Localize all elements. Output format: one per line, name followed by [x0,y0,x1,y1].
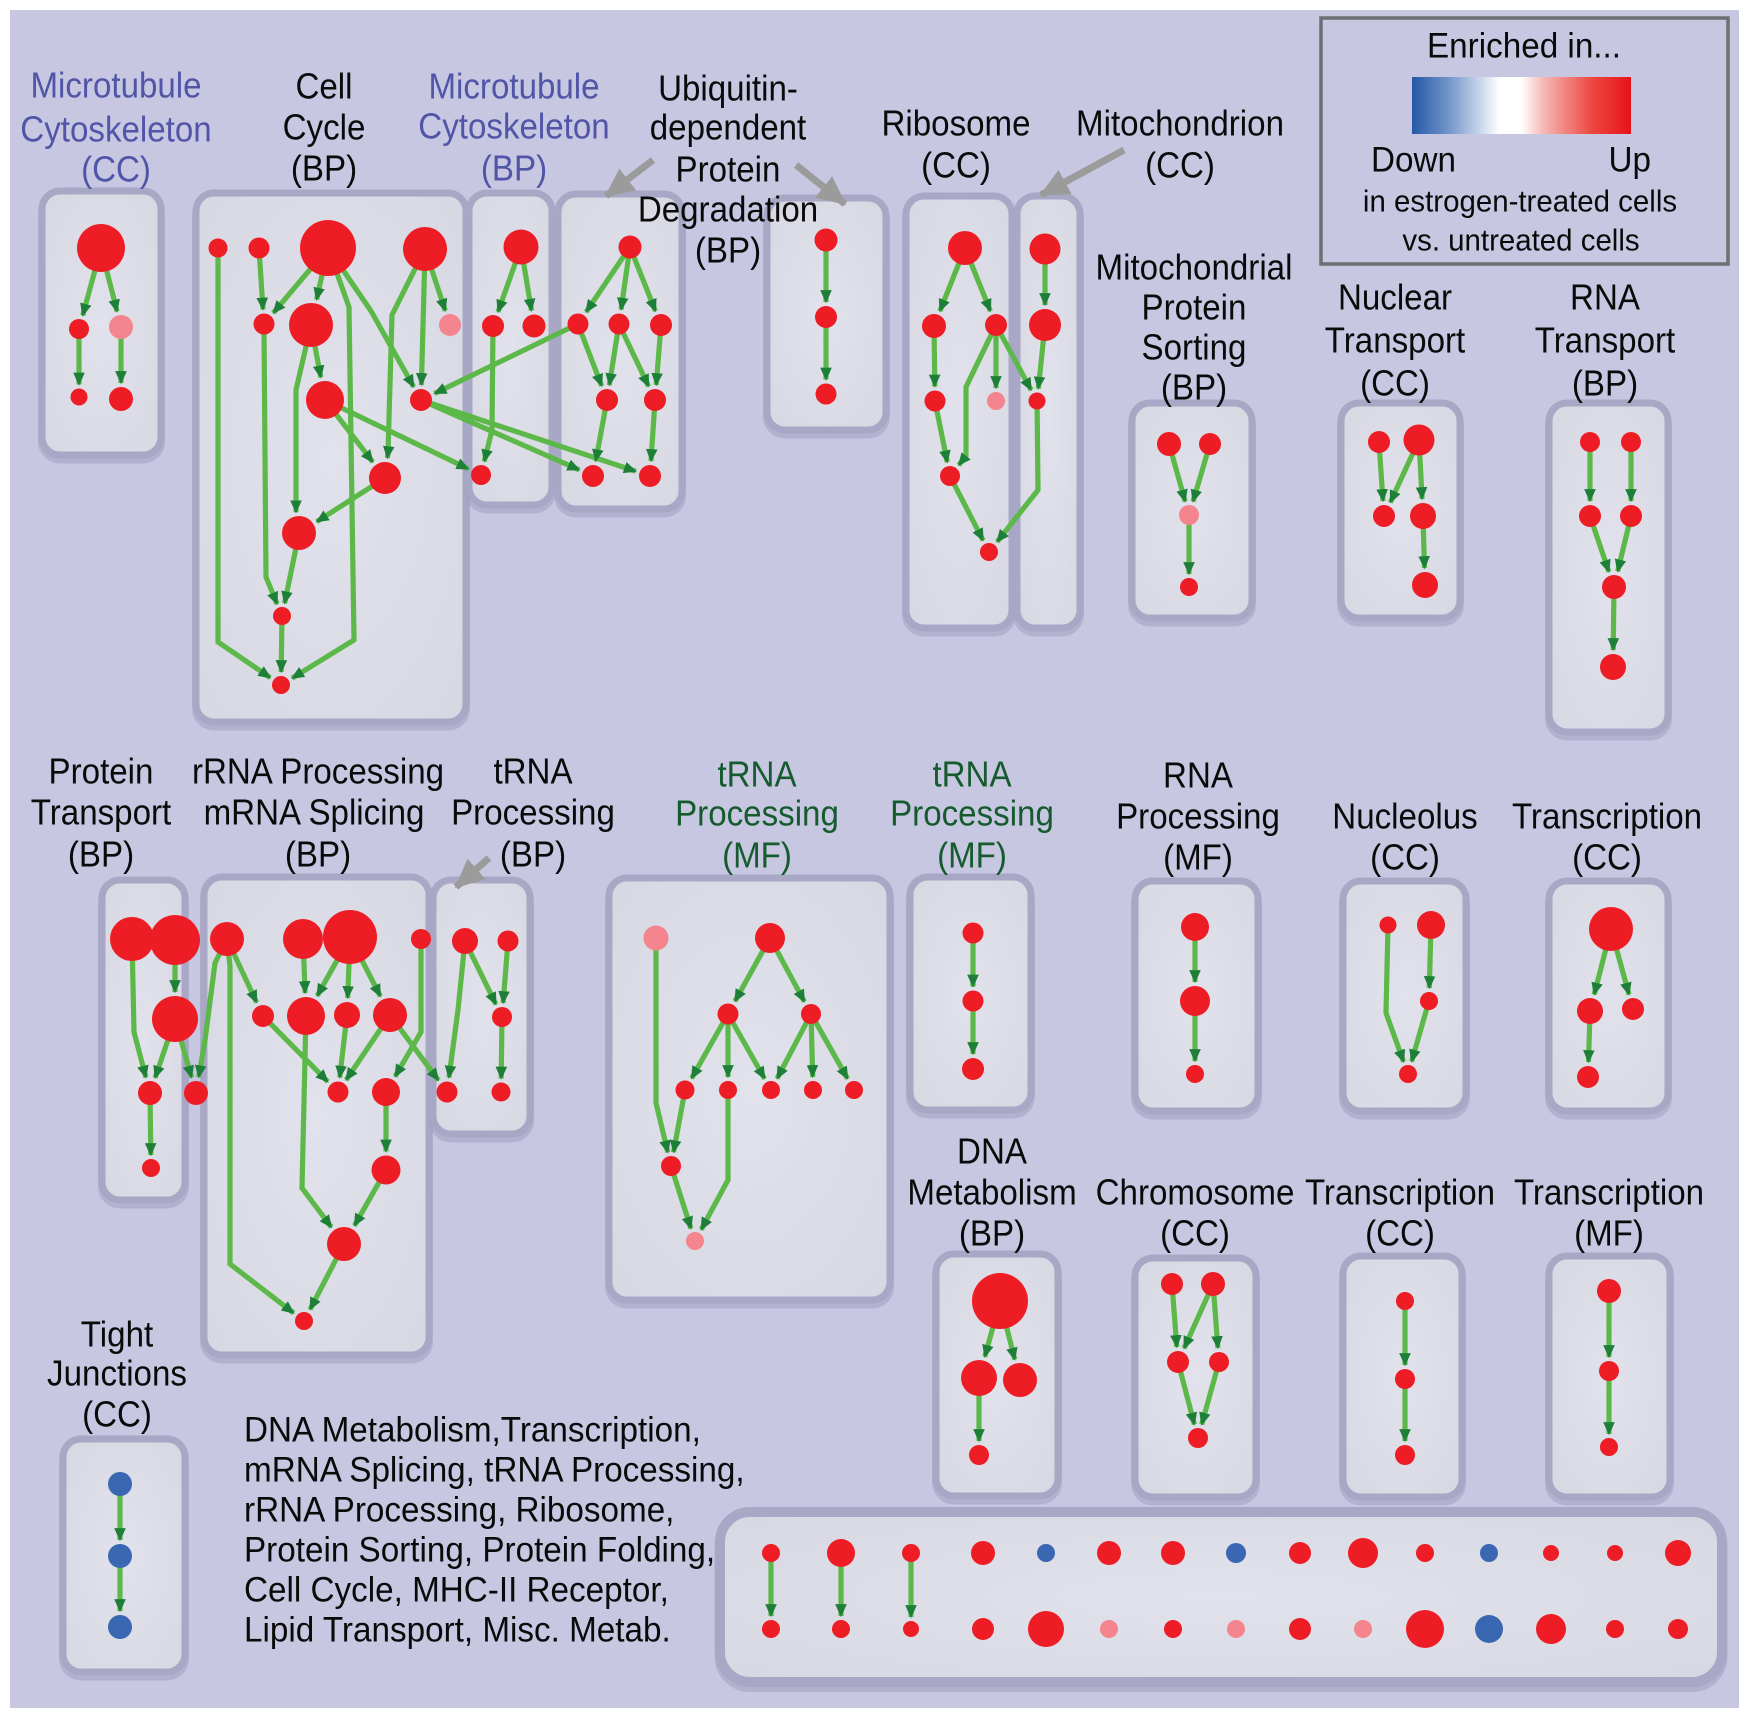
svg-text:Transport: Transport [1325,321,1466,361]
svg-text:Transcription: Transcription [1512,797,1702,837]
svg-text:DNA Metabolism,Transcription,: DNA Metabolism,Transcription, [244,1411,701,1450]
svg-text:(BP): (BP) [959,1214,1025,1254]
svg-text:Transcription: Transcription [1305,1173,1495,1213]
svg-text:(CC): (CC) [1360,364,1430,404]
svg-text:Transport: Transport [31,793,172,833]
svg-text:Down: Down [1371,141,1456,180]
svg-text:(CC): (CC) [1365,1214,1435,1254]
svg-text:Protein: Protein [676,150,781,190]
svg-text:mRNA Splicing: mRNA Splicing [204,793,425,833]
svg-text:Ubiquitin-: Ubiquitin- [658,69,798,109]
svg-text:(BP): (BP) [481,149,547,189]
svg-text:(CC): (CC) [81,150,151,190]
svg-text:Chromosome: Chromosome [1096,1173,1295,1213]
svg-text:Ribosome: Ribosome [881,104,1030,144]
svg-text:Transport: Transport [1535,321,1676,361]
svg-text:(CC): (CC) [921,146,991,186]
svg-text:(MF): (MF) [937,836,1007,876]
svg-text:Processing: Processing [451,793,615,833]
svg-text:mRNA Splicing, tRNA Processing: mRNA Splicing, tRNA Processing, [244,1451,745,1490]
svg-text:(BP): (BP) [1161,368,1227,408]
svg-text:Protein: Protein [49,752,154,792]
svg-text:Cell Cycle, MHC-II Receptor,: Cell Cycle, MHC-II Receptor, [244,1571,669,1610]
svg-text:Processing: Processing [890,794,1054,834]
svg-text:dependent: dependent [650,108,807,148]
svg-text:tRNA: tRNA [493,752,572,792]
svg-text:Transcription: Transcription [1514,1173,1704,1213]
svg-text:(CC): (CC) [82,1395,152,1435]
svg-text:(BP): (BP) [1572,364,1638,404]
svg-text:(CC): (CC) [1572,838,1642,878]
svg-text:(MF): (MF) [722,836,792,876]
svg-text:DNA: DNA [957,1132,1027,1172]
svg-text:Enriched in...: Enriched in... [1427,27,1621,66]
svg-text:(BP): (BP) [291,149,357,189]
svg-text:Processing: Processing [675,794,839,834]
svg-text:Degradation: Degradation [638,190,818,230]
svg-text:(CC): (CC) [1160,1214,1230,1254]
svg-text:(BP): (BP) [695,231,761,271]
svg-text:Cell: Cell [295,67,352,107]
svg-text:Lipid Transport, Misc. Metab.: Lipid Transport, Misc. Metab. [244,1611,671,1650]
svg-text:Mitochondrion: Mitochondrion [1076,104,1284,144]
svg-text:Metabolism: Metabolism [907,1173,1076,1213]
svg-text:(BP): (BP) [285,835,351,875]
svg-text:tRNA: tRNA [932,755,1011,795]
svg-text:Cycle: Cycle [283,108,366,148]
svg-text:Nucleolus: Nucleolus [1332,797,1477,837]
svg-text:rRNA Processing, Ribosome,: rRNA Processing, Ribosome, [244,1491,674,1530]
svg-text:(BP): (BP) [500,835,566,875]
svg-text:rRNA Processing: rRNA Processing [192,752,444,792]
svg-text:Up: Up [1609,141,1651,180]
svg-text:Sorting: Sorting [1142,328,1247,368]
svg-text:RNA: RNA [1163,756,1233,796]
svg-text:Junctions: Junctions [47,1354,187,1394]
svg-text:(CC): (CC) [1370,838,1440,878]
svg-text:Cytoskeleton: Cytoskeleton [20,110,211,150]
svg-text:Nuclear: Nuclear [1338,278,1452,318]
svg-text:Mitochondrial: Mitochondrial [1096,248,1293,288]
svg-text:Microtubule: Microtubule [30,66,201,106]
svg-text:Protein: Protein [1142,288,1247,328]
svg-text:tRNA: tRNA [717,755,796,795]
svg-text:Protein Sorting, Protein Foldi: Protein Sorting, Protein Folding, [244,1531,715,1570]
svg-text:(MF): (MF) [1163,838,1233,878]
svg-text:Cytoskeleton: Cytoskeleton [418,107,609,147]
svg-text:Tight: Tight [81,1315,154,1355]
svg-text:(CC): (CC) [1145,146,1215,186]
svg-text:(BP): (BP) [68,835,134,875]
svg-text:Processing: Processing [1116,797,1280,837]
svg-text:RNA: RNA [1570,278,1640,318]
svg-text:vs. untreated cells: vs. untreated cells [1402,224,1639,258]
svg-text:(MF): (MF) [1574,1214,1644,1254]
svg-text:in estrogen-treated cells: in estrogen-treated cells [1363,185,1677,219]
svg-text:Microtubule: Microtubule [428,67,599,107]
